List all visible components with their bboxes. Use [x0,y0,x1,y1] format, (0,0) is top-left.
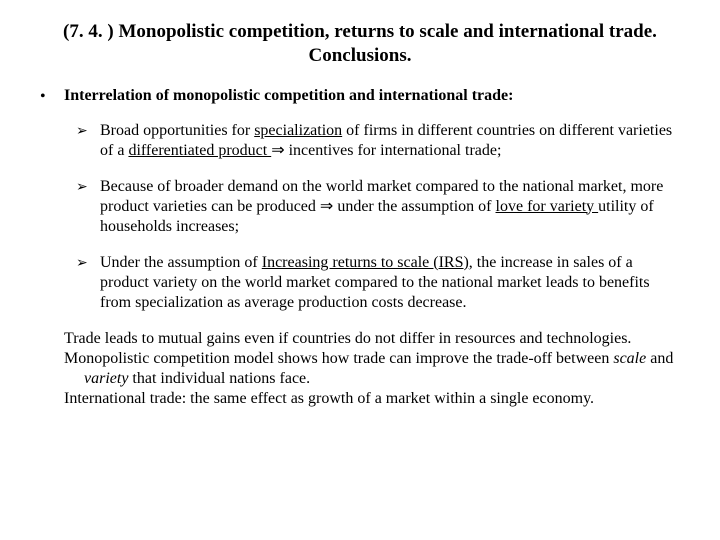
arrow-bullet-icon: ➢ [76,177,100,237]
sub-bullet-1: ➢ Broad opportunities for specialization… [76,121,680,161]
arrow-bullet-icon: ➢ [76,253,100,313]
bullet-dot-icon: • [40,86,64,107]
italic-scale: scale [613,350,646,367]
sub-bullet-3-text: Under the assumption of Increasing retur… [100,253,680,313]
underline-specialization: specialization [254,122,342,139]
sub-bullet-2: ➢ Because of broader demand on the world… [76,177,680,237]
main-bullet-text: Interrelation of monopolistic competitio… [64,86,513,107]
closing-block: Trade leads to mutual gains even if coun… [64,329,680,409]
arrow-bullet-icon: ➢ [76,121,100,161]
closing-line-2: Monopolistic competition model shows how… [64,349,680,389]
closing-line-1: Trade leads to mutual gains even if coun… [64,329,680,349]
sub-bullet-3: ➢ Under the assumption of Increasing ret… [76,253,680,313]
closing-line-3: International trade: the same effect as … [64,389,680,409]
sub-bullet-1-text: Broad opportunities for specialization o… [100,121,680,161]
main-bullet-row: • Interrelation of monopolistic competit… [40,86,680,107]
sub-bullet-2-text: Because of broader demand on the world m… [100,177,680,237]
underline-love-variety: love for variety [496,198,599,215]
underline-irs: Increasing returns to scale (IRS) [262,254,469,271]
italic-variety: variety [84,370,128,387]
underline-diff-product: differentiated product [128,142,271,159]
slide-title: (7. 4. ) Monopolistic competition, retur… [40,20,680,68]
